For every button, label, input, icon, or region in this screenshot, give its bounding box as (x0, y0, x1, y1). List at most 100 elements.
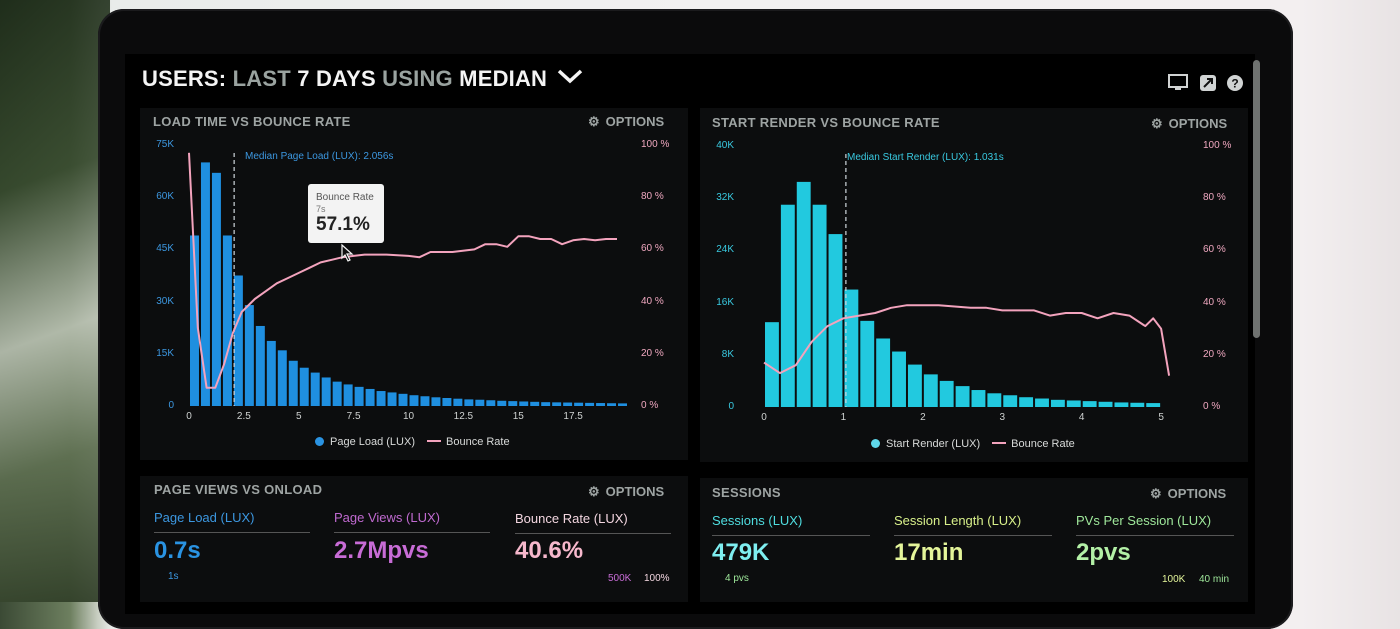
histogram-bar[interactable] (420, 396, 430, 406)
histogram-bar[interactable] (365, 388, 375, 406)
histogram-bar[interactable] (765, 322, 779, 407)
histogram-bar[interactable] (1019, 397, 1034, 407)
histogram-bar[interactable] (796, 181, 811, 407)
histogram-bar[interactable] (892, 351, 906, 407)
histogram-bar[interactable] (255, 325, 265, 406)
histogram-bar[interactable] (876, 338, 891, 407)
y2-tick-label: 60 % (1203, 244, 1226, 256)
dashboard-title[interactable]: USERS: LAST 7 DAYS USING MEDIAN (142, 66, 583, 92)
histogram-bar[interactable] (585, 402, 595, 406)
histogram-bar[interactable] (939, 380, 954, 407)
histogram-bar[interactable] (244, 305, 254, 406)
y2-tick-label: 20 % (641, 347, 664, 359)
legend-line-icon (992, 442, 1007, 444)
histogram-bar[interactable] (222, 235, 232, 406)
x-tick-label: 10 (402, 411, 415, 422)
histogram-bar[interactable] (780, 204, 795, 407)
histogram-bar[interactable] (310, 372, 320, 406)
options-button-load[interactable]: ⚙ OPTIONS (588, 114, 664, 130)
panel-sessions (700, 478, 1248, 602)
histogram-bar[interactable] (376, 391, 386, 406)
histogram-bar[interactable] (860, 320, 875, 407)
histogram-bar[interactable] (354, 386, 364, 406)
histogram-bar[interactable] (464, 399, 474, 406)
metric-label-pvs-per-session: PVs Per Session (LUX) (1076, 513, 1212, 528)
histogram-bar[interactable] (343, 384, 353, 406)
histogram-bar[interactable] (563, 402, 573, 406)
histogram-bar[interactable] (1114, 402, 1129, 407)
options-button-sessions[interactable]: ⚙ OPTIONS (1150, 486, 1226, 502)
y2-tick-label: 100 % (641, 139, 670, 150)
y-tick-label: 60K (156, 191, 174, 203)
monitor-icon[interactable] (1168, 74, 1188, 92)
histogram-bar[interactable] (508, 401, 518, 406)
histogram-bar[interactable] (907, 364, 922, 407)
metric-label-sessions: Sessions (LUX) (712, 513, 803, 528)
histogram-bar[interactable] (442, 397, 452, 406)
options-button-render[interactable]: ⚙ OPTIONS (1151, 116, 1227, 132)
metric-value-pvs-per-session: 2pvs (1076, 539, 1131, 566)
metric-label-page-views: Page Views (LUX) (334, 510, 440, 525)
histogram-bar[interactable] (552, 402, 562, 406)
y-tick-label: 75K (156, 139, 174, 150)
histogram-bar[interactable] (431, 397, 441, 406)
histogram-bar[interactable] (1082, 401, 1097, 407)
histogram-bar[interactable] (299, 367, 309, 406)
histogram-bar[interactable] (541, 402, 551, 406)
histogram-bar[interactable] (987, 393, 1002, 407)
histogram-bar[interactable] (923, 374, 938, 407)
histogram-bar[interactable] (812, 204, 827, 407)
metric-divider (334, 532, 490, 533)
histogram-bar[interactable] (453, 398, 463, 406)
histogram-bar[interactable] (475, 399, 485, 406)
histogram-bar[interactable] (519, 401, 529, 406)
histogram-bar[interactable] (387, 392, 397, 406)
histogram-bar[interactable] (321, 377, 331, 406)
histogram-bar[interactable] (398, 393, 408, 406)
histogram-bar[interactable] (277, 350, 287, 406)
x-tick-label: 12.5 (453, 411, 474, 422)
histogram-bar[interactable] (190, 235, 199, 406)
scrollbar[interactable] (1253, 60, 1260, 338)
histogram-bar[interactable] (497, 400, 507, 406)
histogram-bar[interactable] (211, 172, 221, 406)
histogram-bar[interactable] (1098, 401, 1113, 407)
histogram-bar[interactable] (596, 403, 606, 406)
histogram-bar[interactable] (486, 400, 496, 406)
histogram-bar[interactable] (618, 403, 627, 406)
y2-tick-label: 20 % (1203, 348, 1226, 360)
histogram-bar[interactable] (1130, 402, 1145, 407)
histogram-bar[interactable] (332, 381, 342, 406)
histogram-bar[interactable] (574, 402, 584, 406)
histogram-bar[interactable] (1066, 400, 1081, 407)
help-icon[interactable]: ? (1226, 74, 1244, 92)
start-render-chart (763, 154, 1171, 407)
histogram-bar[interactable] (844, 289, 859, 407)
legend-item: Bounce Rate (1011, 438, 1075, 450)
panel-title-render: START RENDER VS BOUNCE RATE (712, 115, 940, 130)
histogram-bar[interactable] (1146, 403, 1161, 407)
histogram-bar[interactable] (200, 162, 210, 406)
histogram-bar[interactable] (233, 275, 243, 407)
bounce-rate-line[interactable] (188, 152, 617, 389)
y-tick-label: 0 (728, 401, 734, 412)
histogram-bar[interactable] (955, 386, 970, 407)
histogram-bar[interactable] (530, 401, 540, 406)
histogram-bar[interactable] (1003, 395, 1018, 407)
histogram-bar[interactable] (828, 234, 843, 407)
chevron-down-icon[interactable] (557, 68, 583, 84)
histogram-bar[interactable] (409, 395, 419, 406)
histogram-bar[interactable] (607, 403, 617, 406)
histogram-bar[interactable] (1050, 399, 1065, 407)
bounce-rate-line[interactable] (763, 304, 1171, 376)
panel-title-pageviews: PAGE VIEWS VS ONLOAD (154, 482, 323, 497)
share-icon[interactable] (1199, 74, 1217, 92)
histogram-bar[interactable] (266, 340, 276, 406)
histogram-bar[interactable] (971, 390, 986, 407)
histogram-bar[interactable] (1035, 398, 1049, 407)
histogram-bar[interactable] (288, 360, 298, 406)
axis-label-500k: 500K (608, 573, 632, 584)
options-button-pageviews[interactable]: ⚙ OPTIONS (588, 484, 664, 500)
axis-label-40min: 40 min (1199, 574, 1230, 585)
tooltip-sub: 7s (316, 204, 326, 214)
